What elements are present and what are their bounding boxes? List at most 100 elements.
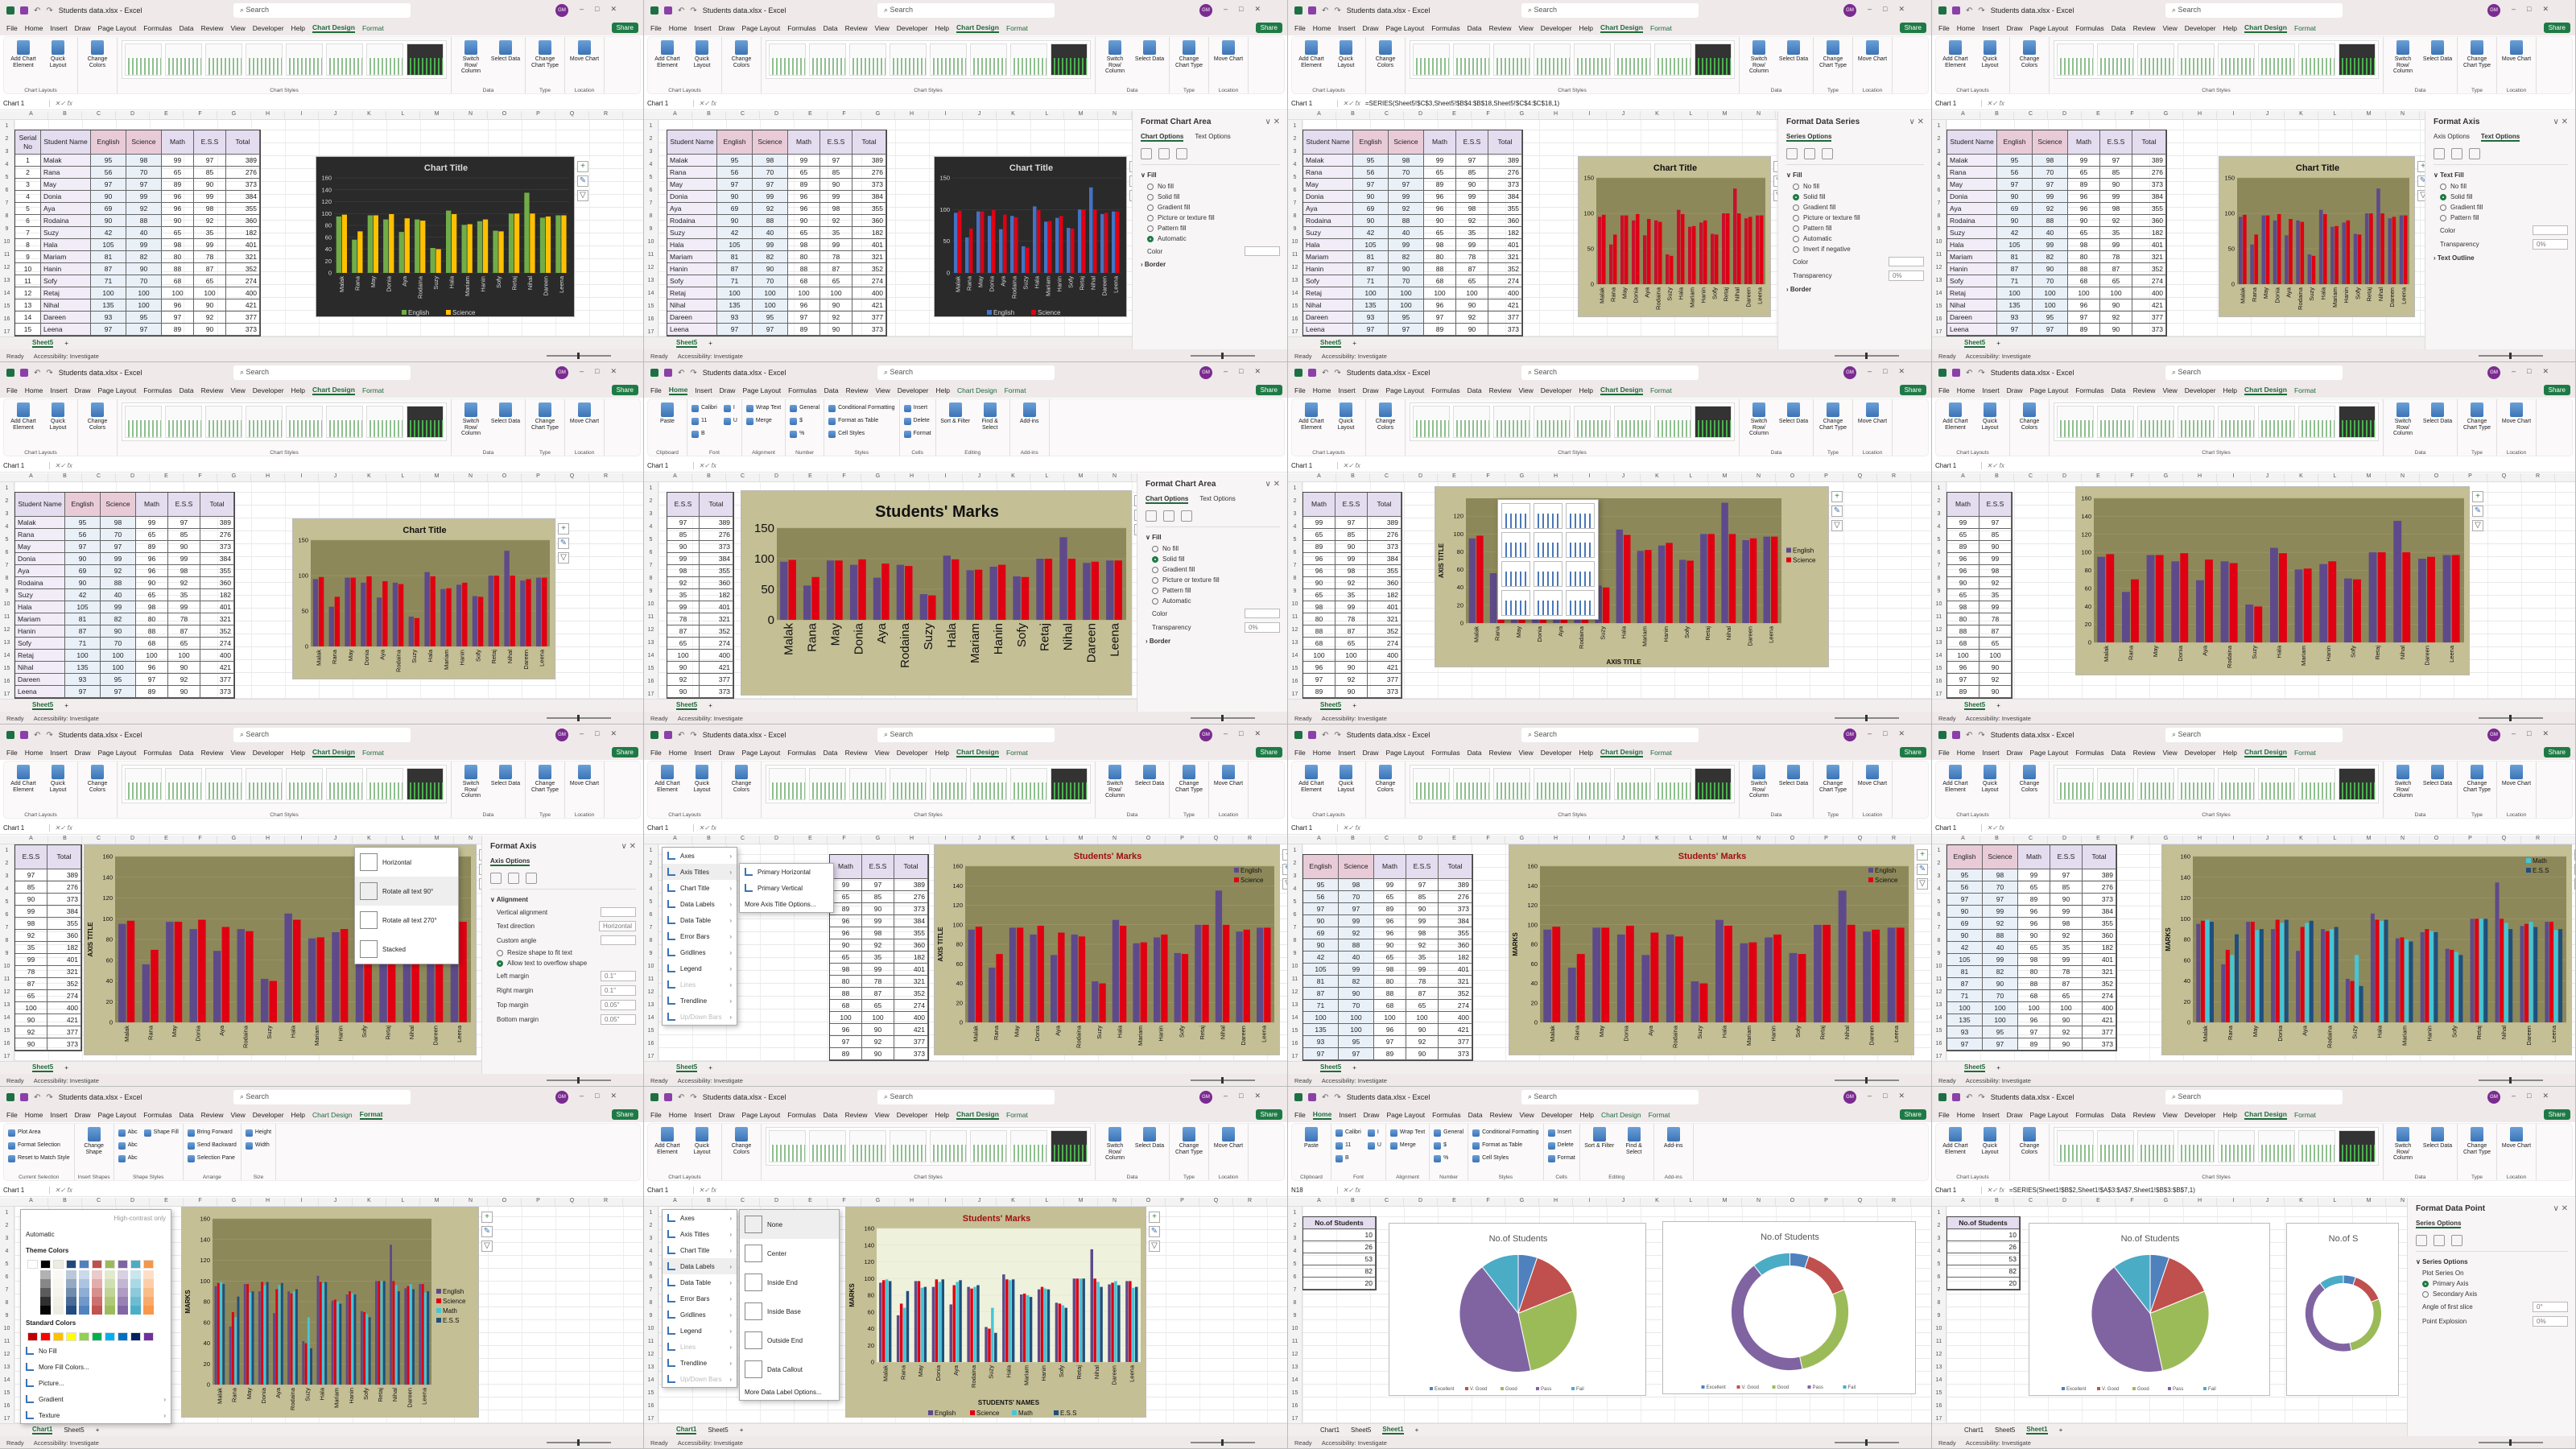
tab-help[interactable]: Help: [2223, 749, 2238, 757]
table-cell[interactable]: 97: [194, 155, 226, 167]
chart-style-thumbnail[interactable]: [407, 768, 444, 800]
table-cell[interactable]: 92: [168, 577, 200, 589]
chart-style-thumbnail[interactable]: [849, 43, 886, 76]
row-number[interactable]: 16: [3, 1041, 10, 1046]
table-cell[interactable]: 70: [1983, 990, 2018, 1002]
row-number[interactable]: 6: [1293, 188, 1297, 193]
column-letter[interactable]: L: [386, 1198, 420, 1206]
table-cell[interactable]: 373: [1368, 686, 1402, 698]
u-button[interactable]: U: [1367, 1141, 1381, 1150]
table-cell[interactable]: May: [41, 179, 91, 191]
bar-aya-science[interactable]: [2289, 219, 2293, 284]
add-sheet-button[interactable]: [2059, 1426, 2063, 1434]
table-cell[interactable]: 96: [162, 203, 194, 215]
add-sheet-button[interactable]: [708, 340, 712, 347]
wrap-text-button[interactable]: Wrap Text: [745, 404, 781, 412]
table-cell[interactable]: 401: [226, 239, 260, 251]
window-controls[interactable]: [580, 5, 628, 14]
table-cell[interactable]: 88: [2018, 978, 2050, 990]
name-box[interactable]: Chart 1: [647, 1186, 694, 1194]
table-cell[interactable]: 90: [1374, 939, 1406, 952]
table-cell[interactable]: 401: [200, 601, 234, 613]
chart-style-thumbnail[interactable]: [890, 43, 927, 76]
color-swatch[interactable]: [105, 1260, 115, 1269]
table-cell[interactable]: 355: [47, 918, 81, 930]
table-cell[interactable]: Mariam: [667, 251, 717, 263]
column-letter[interactable]: E: [2082, 473, 2116, 481]
tab-draw[interactable]: Draw: [718, 1111, 735, 1119]
bar-malak-science[interactable]: [318, 576, 324, 646]
row-number[interactable]: 11: [1291, 252, 1298, 258]
save-icon[interactable]: [1952, 1093, 1960, 1101]
sheet-tab-chart1[interactable]: Chart1: [676, 1426, 697, 1435]
row-number[interactable]: 16: [647, 1403, 654, 1409]
table-cell[interactable]: 276: [1368, 529, 1402, 541]
shape-fill-button[interactable]: Shape Fill: [143, 1129, 179, 1137]
table-cell[interactable]: 100: [2100, 287, 2132, 299]
bar-leena-math[interactable]: [423, 1292, 427, 1385]
row-number[interactable]: 12: [647, 1352, 654, 1357]
share-button[interactable]: Share: [2543, 23, 2570, 33]
tab-formulas[interactable]: Formulas: [787, 24, 816, 32]
bar-mariam-science[interactable]: [1022, 1293, 1026, 1362]
bar-nihal-english[interactable]: [2495, 882, 2500, 1022]
tab-file[interactable]: File: [1294, 749, 1306, 757]
table-cell[interactable]: 90: [2050, 1014, 2083, 1026]
column-letter[interactable]: N: [1742, 473, 1776, 481]
bar-rana-english[interactable]: [328, 606, 334, 646]
table-cell[interactable]: Hala: [667, 239, 717, 251]
bar-leena-english[interactable]: [1125, 1281, 1129, 1362]
table-cell[interactable]: 10: [1947, 1229, 2020, 1241]
table-cell[interactable]: Nihal: [41, 299, 91, 312]
bar-retaj-e-s-s[interactable]: [382, 1281, 386, 1385]
sheet-tab-chart1[interactable]: Chart1: [1964, 1426, 1984, 1434]
tab-formulas[interactable]: Formulas: [143, 749, 172, 757]
table-cell[interactable]: Sofy: [1947, 275, 1997, 287]
bar-donia-english[interactable]: [1632, 220, 1636, 284]
row-number[interactable]: 7: [1293, 563, 1297, 568]
table-cell[interactable]: Aya: [1947, 203, 1997, 215]
undo-icon[interactable]: [1966, 6, 1972, 15]
table-cell[interactable]: 87: [168, 625, 200, 638]
bar-hanin-english[interactable]: [332, 932, 340, 1022]
bar-donia-science[interactable]: [198, 919, 206, 1023]
table-cell[interactable]: 90: [2100, 299, 2132, 312]
table-cell[interactable]: 274: [1488, 275, 1522, 287]
bar-dareen-english[interactable]: [2388, 218, 2392, 284]
chart-styles-icon[interactable]: [481, 1226, 493, 1237]
menu-item-trendline[interactable]: Trendline: [663, 993, 737, 1009]
chart-style-thumbnail[interactable]: [1413, 43, 1450, 76]
column-letter[interactable]: C: [82, 473, 116, 481]
tab-insert[interactable]: Insert: [1982, 749, 2000, 757]
table-cell[interactable]: 99: [2068, 155, 2100, 167]
bar-hala-english[interactable]: [1677, 209, 1681, 284]
table-cell[interactable]: 355: [1368, 565, 1402, 577]
table-cell[interactable]: 97: [1389, 179, 1424, 191]
tab-format[interactable]: Format: [2293, 749, 2316, 757]
chart-style-thumbnail[interactable]: [205, 43, 242, 76]
column-letter[interactable]: Q: [1843, 473, 1877, 481]
tab-chart-design[interactable]: Chart Design: [956, 386, 997, 394]
bar-nihal-science[interactable]: [2500, 919, 2504, 1023]
chart-style-thumbnail[interactable]: [1534, 406, 1571, 438]
table-cell[interactable]: 400: [200, 650, 234, 662]
table-cell[interactable]: 100: [667, 650, 700, 662]
table-cell[interactable]: 90: [1979, 662, 2012, 674]
table-cell[interactable]: 100: [1389, 299, 1424, 312]
column-letter[interactable]: D: [116, 111, 150, 119]
table-cell[interactable]: 373: [852, 324, 886, 336]
delete-button[interactable]: Delete: [1547, 1141, 1575, 1150]
row-number[interactable]: 16: [3, 1403, 10, 1409]
bar-may-science[interactable]: [2155, 555, 2164, 643]
bar-leena-e-s-s[interactable]: [1135, 1286, 1138, 1362]
tab-draw[interactable]: Draw: [74, 24, 91, 32]
select-data-button[interactable]: Select Data: [1134, 765, 1165, 787]
column-letter[interactable]: R: [589, 111, 623, 119]
tab-draw[interactable]: Draw: [719, 386, 736, 394]
search-input[interactable]: Search: [233, 3, 411, 18]
table-cell[interactable]: 95: [1353, 155, 1389, 167]
table-cell[interactable]: Leena: [1303, 324, 1353, 336]
column-letter[interactable]: G: [1505, 111, 1539, 119]
bar-donia-english[interactable]: [931, 1286, 935, 1362]
bar-mariam-science[interactable]: [446, 588, 452, 646]
